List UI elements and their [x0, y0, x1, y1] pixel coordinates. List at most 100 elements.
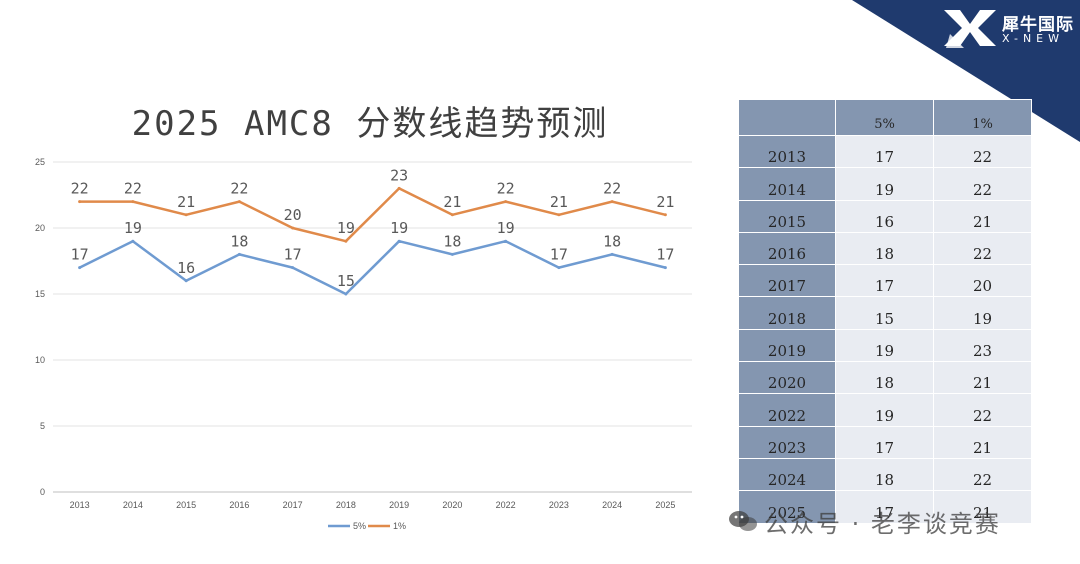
data-label: 22 — [124, 180, 142, 198]
table-row: 2015 16 21 — [738, 199, 1032, 233]
table-value-cell: 21 — [933, 490, 1032, 524]
data-point — [450, 252, 454, 256]
table-value-cell: 19 — [933, 296, 1032, 330]
data-point — [291, 226, 295, 230]
watermark: 公众号 · 老李谈竞赛 — [728, 506, 1001, 538]
data-point — [557, 266, 561, 270]
data-label: 17 — [550, 246, 568, 264]
table-value-cell: 15 — [835, 296, 934, 330]
data-point — [237, 252, 241, 256]
chart-title: 2025 AMC8 分数线趋势预测 — [131, 104, 609, 144]
data-point — [344, 239, 348, 243]
table-header-cell — [738, 99, 836, 136]
watermark-text: 公众号 · 老李谈竞赛 — [764, 509, 1001, 538]
table-row: 2025 17 21 — [738, 490, 1032, 524]
data-point — [504, 239, 508, 243]
table-value-cell: 16 — [835, 199, 934, 233]
table-value-cell: 21 — [933, 199, 1032, 233]
score-table: 5% 1% 2013 17 22 2014 19 22 2015 16 21 2016 18 22 2017… — [738, 99, 1032, 524]
table-value-cell: 22 — [933, 457, 1032, 492]
x-tick-label: 2019 — [389, 500, 409, 510]
data-label: 22 — [603, 180, 621, 198]
y-tick-label: 20 — [35, 223, 45, 233]
table-year-cell: 2018 — [738, 296, 836, 330]
table-year-cell: 2019 — [738, 328, 836, 363]
table-year-cell: 2014 — [738, 167, 836, 201]
table-value-cell: 17 — [835, 264, 934, 298]
brand-name-cn: 犀牛国际 — [1002, 15, 1074, 35]
series-group — [78, 186, 667, 296]
table-value-cell: 22 — [933, 134, 1032, 169]
data-point — [184, 213, 188, 217]
data-point — [131, 239, 135, 243]
table-value-cell: 22 — [933, 393, 1032, 427]
table-year-cell: 2015 — [738, 199, 836, 233]
data-label: 15 — [337, 272, 355, 290]
table-value-cell: 21 — [933, 361, 1032, 395]
y-tick-label: 15 — [35, 289, 45, 299]
x-tick-label: 2023 — [549, 500, 569, 510]
data-point — [184, 279, 188, 283]
table-value-cell: 22 — [933, 167, 1032, 201]
y-tick-label: 25 — [35, 157, 45, 167]
table-row: 2020 18 21 — [738, 361, 1032, 395]
x-tick-label: 2018 — [336, 500, 356, 510]
table-value-cell: 17 — [835, 134, 934, 169]
data-label: 21 — [656, 193, 674, 211]
table-year-cell: 2024 — [738, 457, 836, 492]
data-label: 19 — [337, 219, 355, 237]
data-point — [397, 186, 401, 190]
data-label: 22 — [230, 180, 248, 198]
data-label: 21 — [177, 193, 195, 211]
brand-name-en: X-NEW — [1002, 32, 1065, 45]
y-axis-ticks: 0 5 10 15 20 25 — [35, 157, 45, 497]
data-label: 20 — [284, 206, 302, 224]
table-row: 2014 19 22 — [738, 167, 1032, 201]
data-label: 18 — [443, 232, 461, 250]
data-point — [237, 200, 241, 204]
table-row: 2022 19 22 — [738, 393, 1032, 427]
table-year-cell: 2013 — [738, 134, 836, 169]
wechat-icon — [729, 511, 757, 531]
table-header-row: 5% 1% — [738, 99, 1032, 136]
x-axis-ticks: 2013 2014 2015 2016 2017 2018 2019 2020 2022 2023… — [70, 500, 676, 510]
data-point — [344, 292, 348, 296]
data-label: 22 — [497, 180, 515, 198]
table-row: 2023 17 21 — [738, 425, 1032, 459]
data-label: 17 — [656, 246, 674, 264]
table-row: 2016 18 22 — [738, 231, 1032, 266]
table-year-cell: 2017 — [738, 264, 836, 298]
data-label: 18 — [603, 232, 621, 250]
table-value-cell: 18 — [835, 457, 934, 492]
data-label: 17 — [284, 246, 302, 264]
table-year-cell: 2025 — [738, 490, 836, 524]
data-label: 19 — [390, 219, 408, 237]
table-year-cell: 2022 — [738, 393, 836, 427]
table-header-cell: 5% — [835, 99, 934, 136]
table-year-cell: 2020 — [738, 361, 836, 395]
table-value-cell: 17 — [835, 490, 934, 524]
data-label: 19 — [124, 219, 142, 237]
table-header-cell: 1% — [933, 99, 1032, 136]
table-row: 2024 18 22 — [738, 457, 1032, 492]
x-tick-label: 2014 — [123, 500, 143, 510]
legend-label: 1% — [393, 521, 406, 531]
data-label: 19 — [497, 219, 515, 237]
table-value-cell: 17 — [835, 425, 934, 459]
table-value-cell: 22 — [933, 231, 1032, 266]
legend-label: 5% — [353, 521, 366, 531]
y-tick-label: 5 — [40, 421, 45, 431]
data-point — [663, 213, 667, 217]
series-line-5% — [79, 239, 666, 296]
data-label: 16 — [177, 259, 195, 277]
data-label: 21 — [550, 193, 568, 211]
table-value-cell: 19 — [835, 393, 934, 427]
table-value-cell: 18 — [835, 231, 934, 266]
x-tick-label: 2020 — [442, 500, 462, 510]
table-row: 2019 19 23 — [738, 328, 1032, 363]
series-line-1% — [79, 187, 666, 243]
data-point — [78, 200, 82, 204]
data-label: 22 — [71, 180, 89, 198]
data-point — [131, 200, 135, 204]
